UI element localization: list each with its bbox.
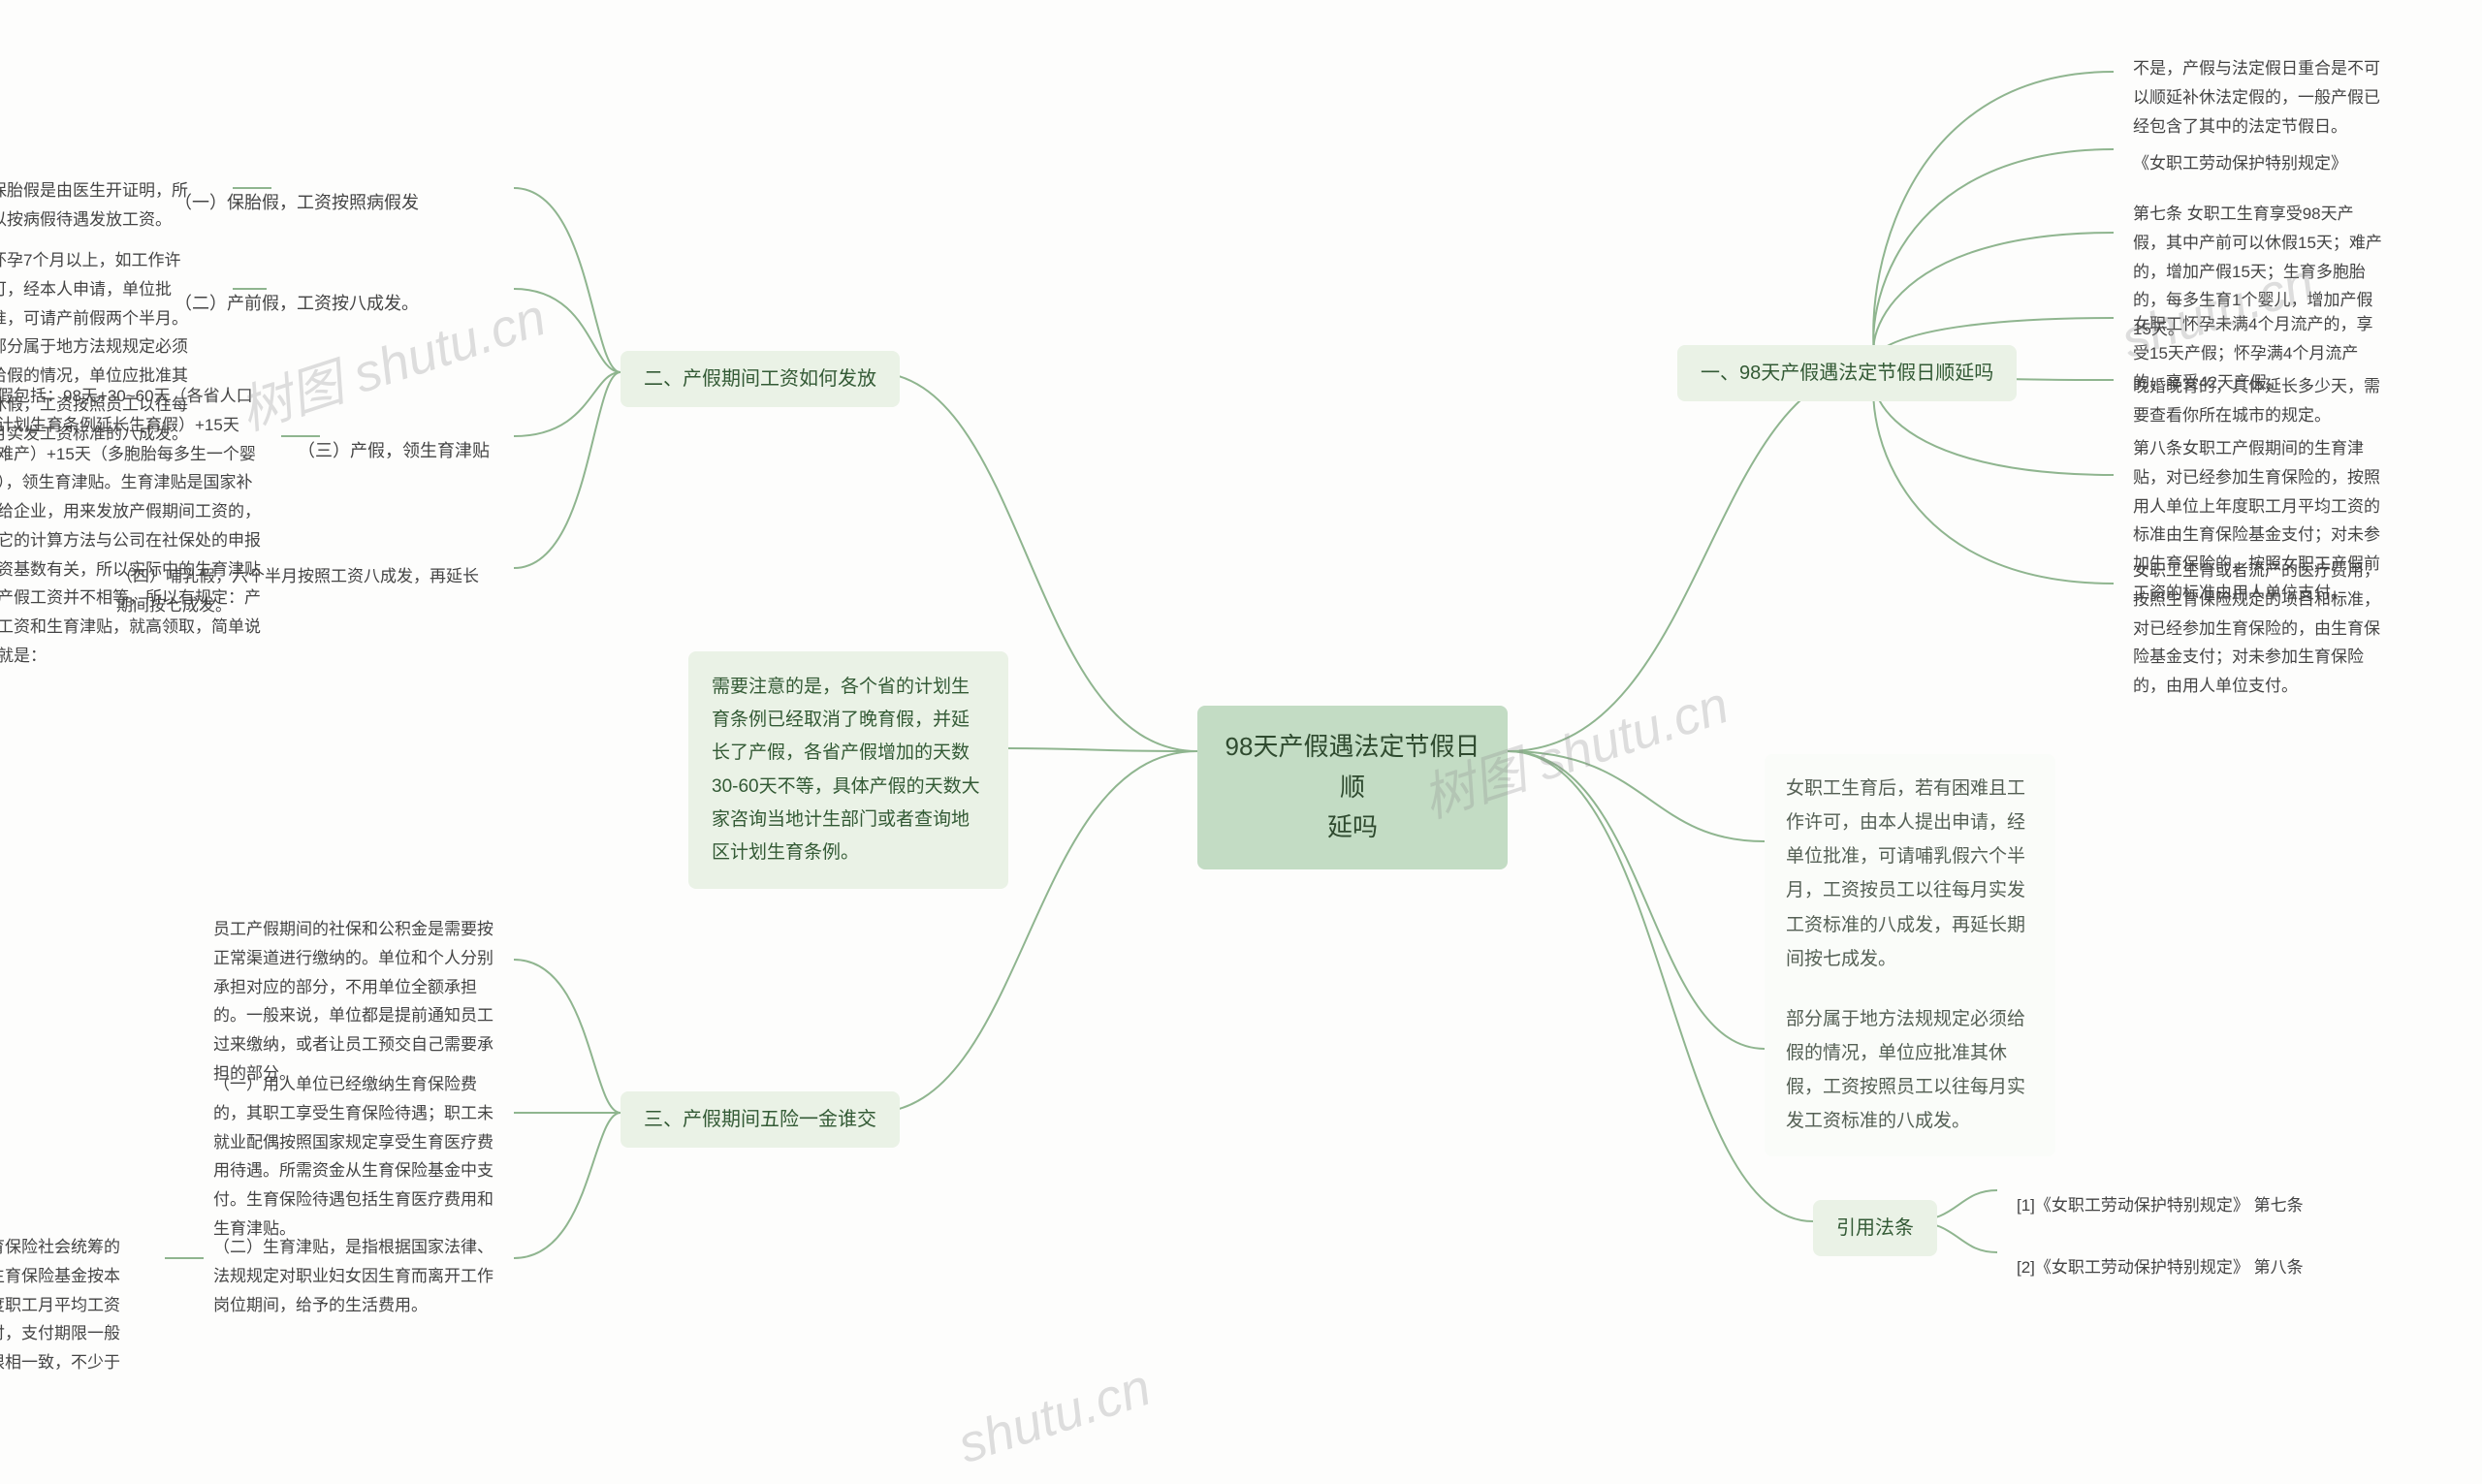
b2-s3-intro: 产假包括：98天+30~60天（各省人口与计划生育条例延长生育假）+15天（难产…: [0, 368, 281, 684]
b3-i2: （二）生育津贴，是指根据国家法律、法规规定对职业妇女因生育而离开工作岗位期间，给…: [194, 1219, 514, 1333]
b3-i2-text: （二）生育津贴，是指根据国家法律、法规规定对职业妇女因生育而离开工作岗位期间，给…: [213, 1238, 493, 1314]
watermark-2: 树图 shutu.cn: [1412, 662, 1737, 833]
r1-leaf-7-text: 女职工生育或者流产的医疗费用，按照生育保险规定的项目和标准，对已经参加生育保险的…: [2133, 561, 2380, 695]
right-body-3: 部分属于地方法规规定必须给假的情况，单位应批准其休假，工资按照员工以往每月实发工…: [1765, 985, 2055, 1156]
watermark-4: shutu.cn: [951, 1357, 1158, 1475]
b2-s1-leaf-text: 保胎假是由医生开证明，所以按病假待遇发放工资。: [0, 181, 188, 229]
note-text: 需要注意的是，各个省的计划生育条例已经取消了晚育假，并延长了产假，各省产假增加的…: [712, 677, 980, 863]
right-body-3-text: 部分属于地方法规规定必须给假的情况，单位应批准其休假，工资按照员工以往每月实发工…: [1786, 1009, 2025, 1131]
b3-i2-detail: 在实行生育保险社会统筹的地区，由生育保险基金按本单位上年度职工月平均工资的标准支…: [0, 1219, 155, 1420]
branch-left-3: 三、产假期间五险一金谁交: [620, 1091, 900, 1148]
branch-r1-label: 一、98天产假遇法定节假日顺延吗: [1701, 363, 1993, 384]
ref-item-2-text: [2]《女职工劳动保护特别规定》 第八条: [2017, 1258, 2304, 1277]
b2-s4-label: （四）哺乳假，六个半月按照工资八成发，再延长期间按七成发。: [97, 549, 514, 634]
branch-ref: 引用法条: [1813, 1200, 1937, 1256]
b2-s3-text: （三）产假，领生育津贴: [298, 441, 490, 460]
r1-leaf-2: 《女职工劳动保护特别规定》: [2114, 136, 2404, 192]
r1-leaf-7: 女职工生育或者流产的医疗费用，按照生育保险规定的项目和标准，对已经参加生育保险的…: [2114, 543, 2404, 714]
branch-l2-label: 二、产假期间工资如何发放: [644, 368, 876, 390]
b3-i1-text: （一）用人单位已经缴纳生育保险费的，其职工享受生育保险待遇；职工未就业配偶按照国…: [213, 1075, 493, 1238]
ref-label-text: 引用法条: [1836, 1217, 1914, 1239]
r1-leaf-5-text: 晚婚晚育的，具体延长多少天，需要查看你所在城市的规定。: [2133, 377, 2380, 425]
ref-item-1-text: [1]《女职工劳动保护特别规定》 第七条: [2017, 1196, 2304, 1215]
right-body-2-text: 女职工生育后，若有困难且工作许可，由本人提出申请，经单位批准，可请哺乳假六个半月…: [1786, 778, 2025, 969]
branch-right-1: 一、98天产假遇法定节假日顺延吗: [1677, 345, 2017, 401]
right-body-2: 女职工生育后，若有困难且工作许可，由本人提出申请，经单位批准，可请哺乳假六个半月…: [1765, 754, 2055, 994]
branch-l3-label: 三、产假期间五险一金谁交: [644, 1109, 876, 1130]
b2-s4-text: （四）哺乳假，六个半月按照工资八成发，再延长期间按七成发。: [116, 567, 479, 615]
b2-s3-label: （三）产假，领生育津贴: [278, 423, 509, 480]
branch-left-2: 二、产假期间工资如何发放: [620, 351, 900, 407]
note-box: 需要注意的是，各个省的计划生育条例已经取消了晚育假，并延长了产假，各省产假增加的…: [688, 651, 1008, 889]
r1-leaf-2-text: 《女职工劳动保护特别规定》: [2133, 154, 2347, 173]
ref-item-2: [2]《女职工劳动保护特别规定》 第八条: [1997, 1241, 2323, 1296]
b3-i2-detail-text: 在实行生育保险社会统筹的地区，由生育保险基金按本单位上年度职工月平均工资的标准支…: [0, 1238, 120, 1401]
ref-item-1: [1]《女职工劳动保护特别规定》 第七条: [1997, 1179, 2323, 1234]
r1-leaf-1-text: 不是，产假与法定假日重合是不可以顺延补休法定假的，一般产假已经包含了其中的法定节…: [2133, 59, 2380, 136]
